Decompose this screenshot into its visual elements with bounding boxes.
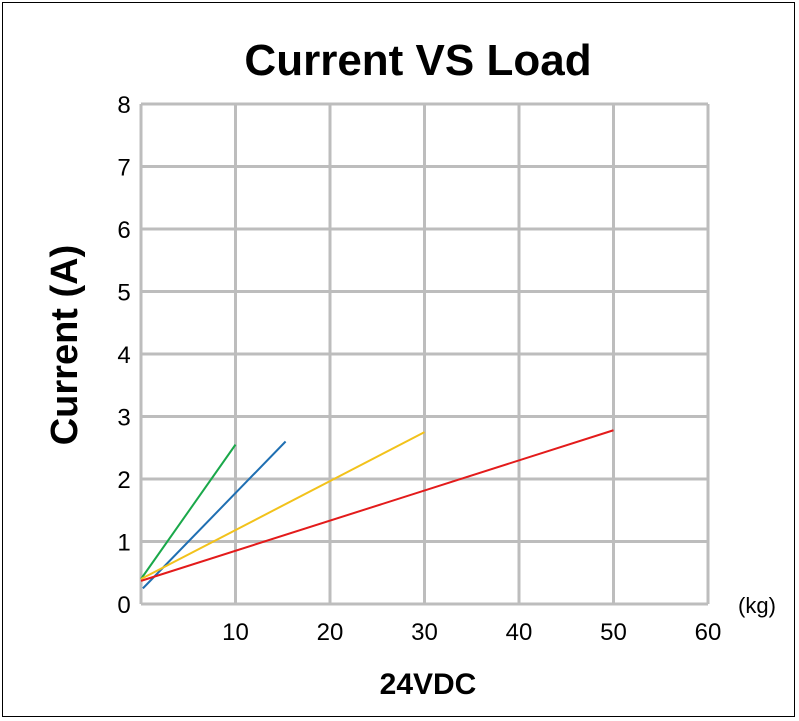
y-axis-label: Current (A) xyxy=(44,245,86,446)
y-tick-label: 4 xyxy=(117,342,130,369)
y-tick-label: 8 xyxy=(117,92,130,119)
y-tick-label: 0 xyxy=(117,592,130,619)
series-line-blue xyxy=(142,440,287,590)
series-line-red xyxy=(140,429,614,582)
series-line-yellow xyxy=(140,431,425,580)
x-tick-label: 10 xyxy=(222,619,249,646)
x-axis-unit: (kg) xyxy=(738,593,776,618)
series-line-green xyxy=(140,444,237,580)
y-tick-label: 1 xyxy=(117,530,130,557)
y-tick-label: 2 xyxy=(117,467,130,494)
chart-title: Current VS Load xyxy=(244,36,591,85)
y-tick-label: 6 xyxy=(117,217,130,244)
x-axis-label: 24VDC xyxy=(380,668,477,701)
x-tick-label: 60 xyxy=(695,619,722,646)
x-tick-label: 40 xyxy=(506,619,533,646)
y-tick-label: 3 xyxy=(117,405,130,432)
x-tick-label: 20 xyxy=(317,619,344,646)
y-tick-label: 5 xyxy=(117,280,130,307)
y-tick-label: 7 xyxy=(117,155,130,182)
x-tick-label: 50 xyxy=(600,619,627,646)
x-tick-label: 30 xyxy=(411,619,438,646)
